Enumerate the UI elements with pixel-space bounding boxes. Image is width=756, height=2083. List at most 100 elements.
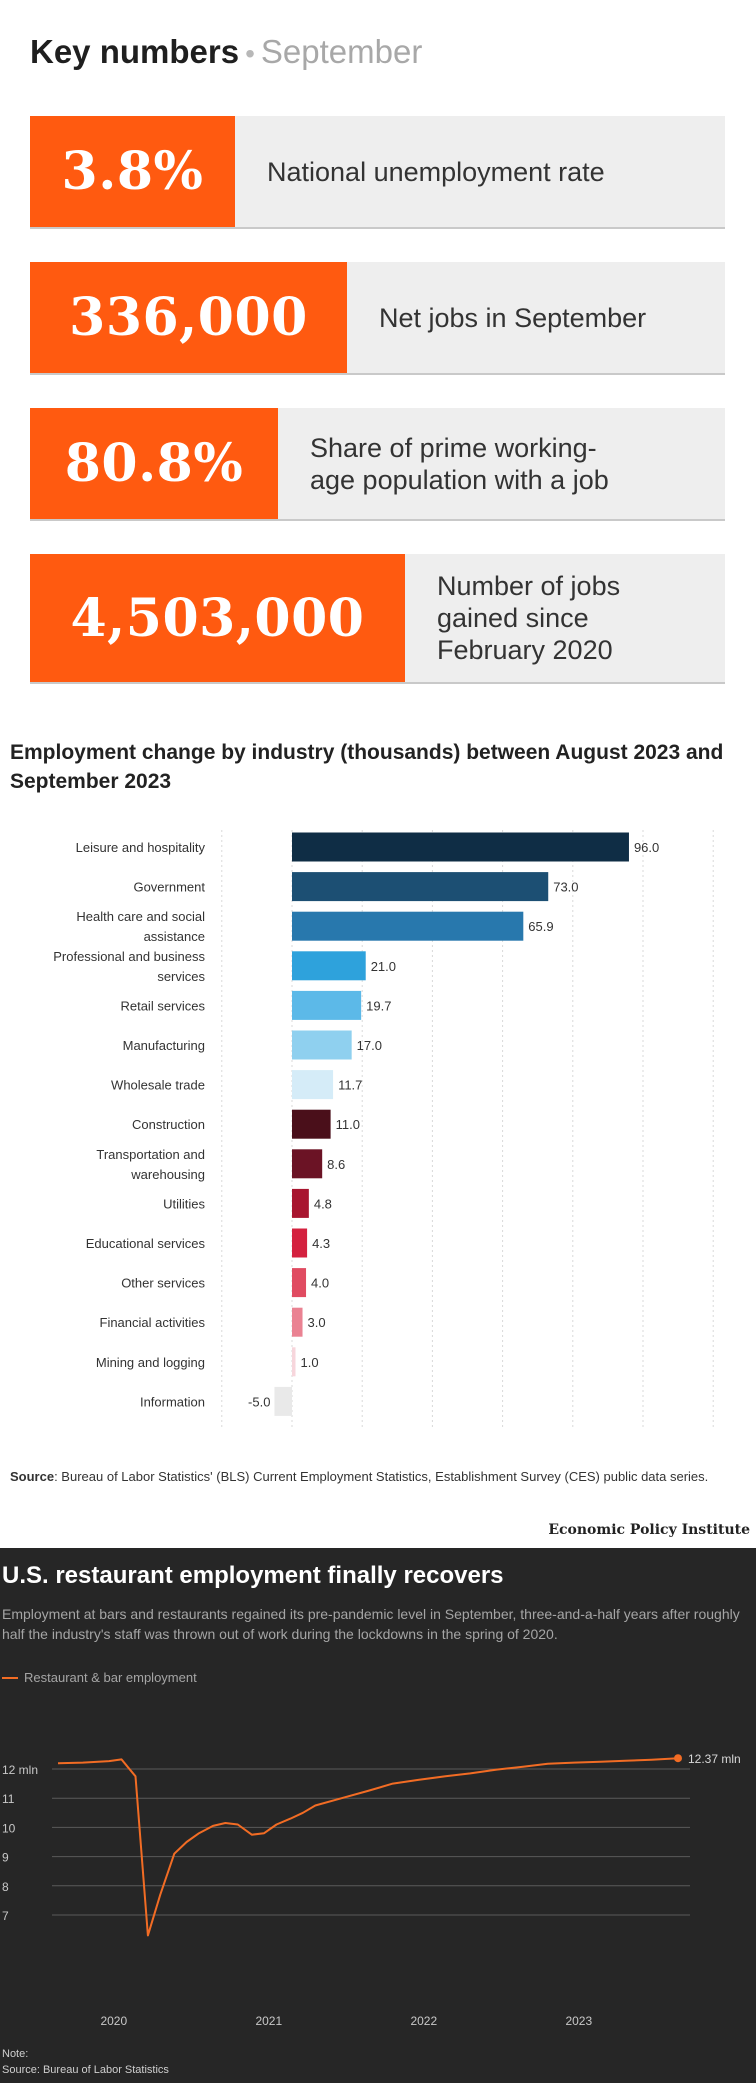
category-label: Other services xyxy=(121,1276,205,1291)
bar-value-label: 3.0 xyxy=(308,1315,326,1330)
category-label: Construction xyxy=(132,1117,205,1132)
x-tick-label: 2020 xyxy=(100,2014,127,2028)
category-label: Financial activities xyxy=(100,1315,206,1330)
bar xyxy=(292,1070,334,1100)
epi-logo: Economic Policy Institute xyxy=(548,1522,750,1538)
note-label: Note: xyxy=(2,2048,29,2060)
legend-label: Restaurant & bar employment xyxy=(24,1670,197,1685)
y-tick-label: 8 xyxy=(2,1880,9,1894)
bar xyxy=(292,1030,352,1060)
category-label: Government xyxy=(133,880,205,895)
bar-value-label: 96.0 xyxy=(634,840,659,855)
stat-label-line: National unemployment rate xyxy=(267,156,605,187)
stat-value: 336,000 xyxy=(30,262,347,373)
category-label: Educational services xyxy=(86,1236,206,1251)
bar-value-label: 11.0 xyxy=(336,1117,360,1132)
bar-value-label: 19.7 xyxy=(366,998,391,1013)
bar xyxy=(292,1109,331,1139)
source-text: : Bureau of Labor Statistics' (BLS) Curr… xyxy=(54,1469,709,1484)
x-tick-label: 2022 xyxy=(410,2014,437,2028)
stat-label-line: Number of jobs xyxy=(437,571,621,601)
stat-label-line: Net jobs in September xyxy=(379,302,647,333)
stat-label: Net jobs in September xyxy=(347,302,666,334)
bar xyxy=(292,1228,308,1258)
category-label: warehousing xyxy=(130,1167,205,1182)
bar xyxy=(292,1268,307,1298)
category-label: Utilities xyxy=(163,1196,205,1211)
bar xyxy=(292,911,524,941)
y-tick-label: 11 xyxy=(2,1792,15,1806)
stat-label-line: February 2020 xyxy=(437,635,613,665)
legend-swatch xyxy=(2,1676,18,1679)
stat-label-line: gained since xyxy=(437,603,589,633)
category-label: assistance xyxy=(144,929,205,944)
stat-label-line: age population with a job xyxy=(310,464,609,495)
stat-card: 3.8% National unemployment rate xyxy=(30,116,725,229)
category-label: Health care and social xyxy=(76,909,205,924)
bar-value-label: 73.0 xyxy=(553,880,578,895)
category-label: Mining and logging xyxy=(96,1355,205,1370)
stat-value: 80.8% xyxy=(30,408,278,519)
stat-card: 4,503,000 Number of jobs gained since Febru… xyxy=(30,554,725,684)
restaurant-chart-legend: Restaurant & bar employment xyxy=(2,1670,197,1685)
end-value-label: 12.37 mln xyxy=(688,1752,741,1766)
key-numbers-subtitle: September xyxy=(260,33,423,70)
bar xyxy=(292,951,366,981)
category-label: Wholesale trade xyxy=(111,1078,205,1093)
series-line xyxy=(57,1757,679,1937)
bar-value-label: 4.3 xyxy=(312,1236,330,1251)
bar xyxy=(292,872,549,902)
stat-card: 336,000 Net jobs in September xyxy=(30,262,725,375)
bar xyxy=(292,1188,309,1218)
source-label: Source xyxy=(10,1469,55,1484)
x-tick-label: 2023 xyxy=(565,2014,592,2028)
category-label: Information xyxy=(140,1394,205,1409)
y-tick-label: 12 mln xyxy=(2,1763,38,1777)
bar-value-label: 11.7 xyxy=(338,1078,362,1093)
bar xyxy=(274,1386,292,1416)
industry-bar-chart: 96.0 Leisure and hospitality 73.0 Governmen… xyxy=(53,830,714,1430)
stat-value: 3.8% xyxy=(30,116,235,227)
y-tick-label: 10 xyxy=(2,1821,16,1835)
x-tick-label: 2021 xyxy=(255,2014,282,2028)
category-label: Leisure and hospitality xyxy=(76,840,206,855)
y-tick-label: 9 xyxy=(2,1851,9,1865)
industry-chart-source: Source: Bureau of Labor Statistics' (BLS… xyxy=(10,1467,750,1486)
category-label: services xyxy=(157,969,205,984)
stat-label: National unemployment rate xyxy=(235,156,625,188)
stat-label: Number of jobs gained since February 2020 xyxy=(405,570,640,666)
stat-label-line: Share of prime working- xyxy=(310,432,597,463)
bar-value-label: 21.0 xyxy=(371,959,396,974)
end-point-marker xyxy=(674,1754,682,1763)
stat-value: 4,503,000 xyxy=(30,554,405,682)
stat-card: 80.8% Share of prime working-age populati… xyxy=(30,408,725,521)
bar-value-label: 8.6 xyxy=(327,1157,345,1172)
source-line: Source: Bureau of Labor Statistics xyxy=(2,2064,169,2076)
restaurant-chart-subtitle: Employment at bars and restaurants regai… xyxy=(2,1606,740,1642)
bar-value-label: -5.0 xyxy=(248,1394,270,1409)
key-numbers-header: Key numbers • September xyxy=(30,32,422,74)
restaurant-line-chart: 7 8 9 10 11 12 mln 2020 2021 2022 2023 12.37 mln xyxy=(2,1752,741,2028)
key-numbers-title: Key numbers xyxy=(30,33,240,70)
category-label: Retail services xyxy=(120,998,205,1013)
industry-chart-title: Employment change by industry (thousands… xyxy=(10,741,724,793)
restaurant-chart-notes: Note: Source: Bureau of Labor Statistics xyxy=(2,2046,169,2078)
bar-value-label: 17.0 xyxy=(357,1038,382,1053)
bar xyxy=(292,990,362,1020)
category-label: Manufacturing xyxy=(123,1038,205,1053)
category-label: Professional and business xyxy=(53,949,205,964)
bar xyxy=(292,832,629,862)
bar xyxy=(292,1307,303,1337)
restaurant-chart-panel: U.S. restaurant employment finally recov… xyxy=(0,1548,756,2083)
category-label: Transportation and xyxy=(96,1147,205,1162)
header-separator-dot: • xyxy=(245,38,255,69)
bar-value-label: 65.9 xyxy=(528,919,553,934)
bar-value-label: 4.8 xyxy=(314,1196,332,1211)
restaurant-chart-title: U.S. restaurant employment finally recov… xyxy=(2,1562,504,1589)
bar xyxy=(292,1149,323,1179)
bar xyxy=(292,1347,296,1377)
y-tick-label: 7 xyxy=(2,1909,9,1923)
bar-value-label: 1.0 xyxy=(301,1355,319,1370)
stat-label: Share of prime working-age population wi… xyxy=(278,432,629,496)
bar-value-label: 4.0 xyxy=(311,1276,329,1291)
